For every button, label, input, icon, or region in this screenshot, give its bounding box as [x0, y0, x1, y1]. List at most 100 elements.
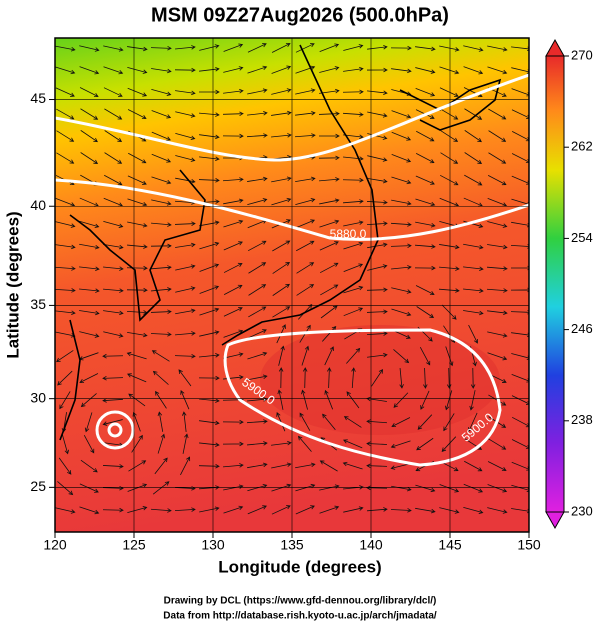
streamline [468, 324, 478, 344]
streamline [319, 241, 339, 251]
colorbar-tick-label: 262 [571, 139, 593, 154]
streamline [487, 221, 508, 228]
streamline [415, 152, 435, 164]
streamline [223, 241, 243, 251]
streamline [393, 392, 409, 408]
streamline [151, 131, 171, 141]
streamline [102, 507, 124, 513]
streamline [487, 66, 508, 75]
streamline [464, 152, 483, 164]
streamline [295, 110, 316, 116]
streamline [415, 175, 435, 185]
streamline [199, 263, 220, 272]
streamline [295, 88, 316, 95]
streamline [439, 174, 459, 186]
contours [55, 73, 529, 467]
streamline [366, 419, 388, 424]
streamline [443, 413, 455, 432]
streamline [367, 133, 388, 140]
streamline [277, 389, 284, 410]
streamline [174, 507, 196, 512]
x-tick-label: 135 [280, 537, 304, 553]
streamline [324, 389, 334, 410]
streamline [56, 350, 74, 363]
streamline [295, 462, 316, 469]
streamline [371, 368, 384, 387]
streamline [151, 153, 172, 163]
streamline [151, 265, 172, 270]
streamline [294, 133, 316, 138]
streamline [391, 68, 412, 74]
streamline [487, 45, 508, 52]
streamline [79, 87, 99, 98]
streamline [128, 152, 147, 164]
streamline [343, 439, 363, 449]
footer-line: Data from http://database.rish.kyoto-u.a… [163, 611, 437, 622]
streamline [272, 283, 290, 296]
streamline [487, 484, 508, 493]
streamline [487, 352, 508, 361]
streamline [441, 304, 457, 320]
y-tick-label: 35 [30, 296, 46, 312]
streamline [247, 351, 268, 360]
streamline [247, 65, 268, 74]
streamline [152, 481, 170, 495]
streamline [366, 441, 388, 446]
streamline [223, 375, 244, 380]
streamline [296, 240, 315, 252]
streamline [199, 241, 220, 250]
streamline [180, 456, 191, 476]
streamline [247, 43, 267, 53]
streamline [199, 506, 220, 513]
streamline [248, 306, 267, 318]
streamline [463, 483, 484, 493]
streamline [488, 438, 507, 450]
streamline [247, 462, 268, 469]
streamline [346, 391, 360, 409]
streamline [444, 390, 453, 411]
streamline [199, 156, 220, 162]
streamline [150, 508, 172, 513]
streamline [417, 414, 433, 430]
streamline [295, 198, 316, 206]
streamline [271, 505, 291, 515]
streamline [390, 45, 412, 51]
streamline [222, 419, 244, 425]
streamline [55, 66, 76, 75]
streamline [55, 288, 76, 293]
streamline [366, 200, 388, 205]
contour-label: 5880.0 [330, 227, 367, 241]
streamline [488, 152, 507, 164]
streamline [391, 308, 412, 317]
streamline [271, 462, 292, 469]
streamline [102, 464, 124, 469]
streamline [367, 111, 388, 118]
streamline [128, 393, 146, 407]
field-shade [260, 325, 500, 435]
streamline [318, 133, 340, 139]
streamline [198, 463, 220, 469]
streamline [247, 198, 268, 205]
y-tick-label: 25 [30, 478, 46, 494]
streamline [103, 220, 124, 228]
streamline [446, 367, 452, 389]
colorbar-tick-label: 230 [571, 503, 593, 518]
streamline [102, 353, 124, 359]
streamline [102, 485, 124, 491]
map-field [55, 38, 529, 532]
streamline [343, 506, 364, 513]
streamline [223, 329, 244, 338]
streamline [247, 176, 268, 182]
streamline [367, 90, 388, 96]
streamline [55, 244, 76, 250]
streamline [79, 373, 99, 384]
streamline [441, 436, 457, 452]
colorbar-tick-label: 254 [571, 230, 593, 245]
streamline [343, 285, 364, 294]
streamline [79, 310, 100, 316]
streamline [390, 508, 412, 513]
streamline [399, 368, 404, 389]
streamline [342, 461, 363, 470]
streamline [415, 285, 435, 296]
